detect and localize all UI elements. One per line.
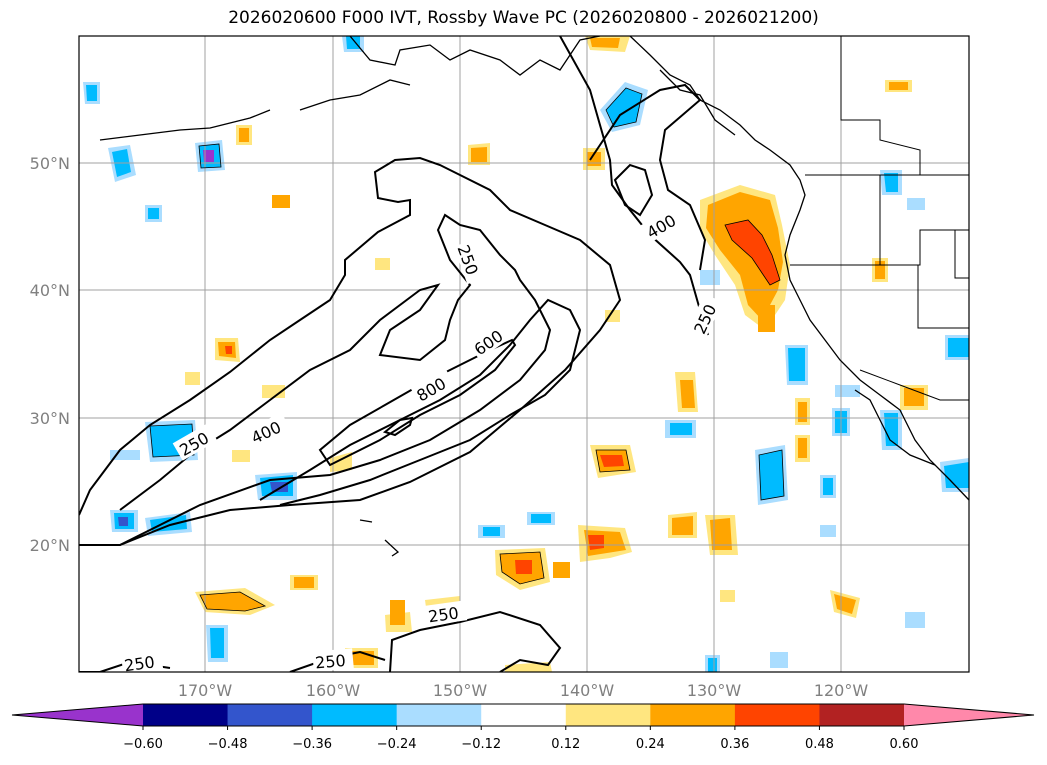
latitude-axis: 50°N 40°N 30°N 20°N bbox=[30, 154, 70, 555]
map-title: 2026020600 F000 IVT, Rossby Wave PC (202… bbox=[228, 8, 819, 28]
lon-label-120w: 120°W bbox=[814, 681, 869, 700]
contour-label: 250 bbox=[427, 603, 460, 626]
negative-anomaly-patches bbox=[83, 36, 969, 672]
positive-anomaly-patches bbox=[185, 36, 928, 672]
lon-label-160w: 160°W bbox=[306, 681, 361, 700]
lat-label-50n: 50°N bbox=[30, 154, 70, 173]
contour-label: 250 bbox=[314, 651, 346, 673]
colorbar-segment bbox=[312, 704, 398, 726]
colorbar-tick-label: 0.36 bbox=[720, 737, 749, 752]
colorbar-tick-label: 0.48 bbox=[805, 737, 834, 752]
lat-label-40n: 40°N bbox=[30, 281, 70, 300]
contour-label: 250 bbox=[123, 652, 156, 675]
lon-label-170w: 170°W bbox=[178, 681, 233, 700]
colorbar: −0.60 −0.48 −0.36 −0.24 −0.12 0.12 0.24 0.36 0.4… bbox=[11, 703, 1035, 752]
lat-label-30n: 30°N bbox=[30, 409, 70, 428]
colorbar-tick-label: −0.60 bbox=[123, 737, 163, 752]
colorbar-segment bbox=[396, 704, 482, 726]
colorbar-segment bbox=[819, 704, 905, 726]
coastlines bbox=[99, 36, 969, 557]
colorbar-tick-label: −0.24 bbox=[377, 737, 417, 752]
colorbar-tick-label: −0.48 bbox=[208, 737, 248, 752]
colorbar-tick-label: 0.12 bbox=[551, 737, 580, 752]
colorbar-tick-label: −0.12 bbox=[461, 737, 501, 752]
lon-label-150w: 150°W bbox=[433, 681, 488, 700]
colorbar-segment bbox=[650, 704, 736, 726]
colorbar-tick-label: −0.36 bbox=[292, 737, 332, 752]
ivt-contours bbox=[79, 36, 709, 672]
colorbar-extend-high bbox=[904, 704, 1034, 726]
state-borders bbox=[790, 36, 969, 401]
colorbar-tick-label: 0.60 bbox=[890, 737, 919, 752]
lat-label-20n: 20°N bbox=[30, 536, 70, 555]
longitude-axis: 170°W 160°W 150°W 140°W 130°W 120°W bbox=[178, 681, 869, 700]
colorbar-extend-low bbox=[12, 704, 143, 726]
colorbar-segment bbox=[481, 704, 567, 726]
colorbar-tick-label: 0.24 bbox=[636, 737, 665, 752]
colorbar-segment bbox=[565, 704, 651, 726]
lon-label-140w: 140°W bbox=[560, 681, 615, 700]
map-frame bbox=[78, 35, 970, 673]
colorbar-segment bbox=[227, 704, 313, 726]
graticule bbox=[79, 36, 969, 672]
colorbar-segment bbox=[143, 704, 229, 726]
lon-label-130w: 130°W bbox=[687, 681, 742, 700]
colorbar-segment bbox=[734, 704, 820, 726]
anomaly-outlines bbox=[149, 87, 785, 612]
